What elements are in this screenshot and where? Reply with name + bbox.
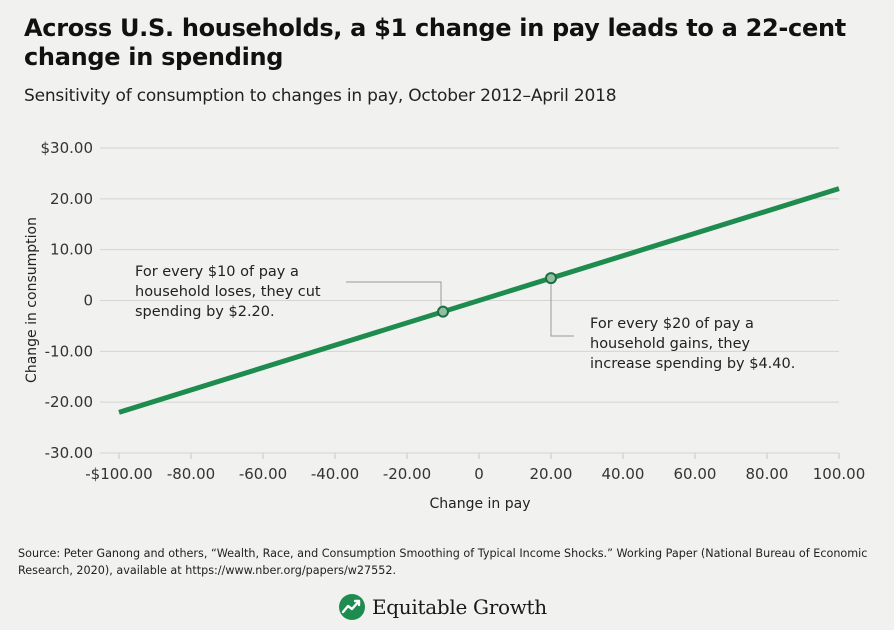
highlight-point — [437, 305, 449, 318]
x-tick-label: -20.00 — [383, 465, 431, 483]
annotation-leader-gains — [550, 284, 574, 337]
y-tick-label: 0 — [83, 292, 93, 310]
x-tick-label: 40.00 — [602, 465, 645, 483]
brand[interactable]: Equitable Growth — [338, 592, 547, 622]
annotation-gains: For every $20 of pay a household gains, t… — [590, 316, 795, 372]
x-tick-label: -80.00 — [167, 465, 215, 483]
line-chart: $30.00 20.00 10.00 0 -10.00 -20.00 -30.00 -$100… — [24, 139, 866, 512]
x-axis-label: Change in pay — [429, 496, 530, 512]
x-tick-label: 0 — [474, 465, 484, 483]
annotations: For every $10 of pay a household loses, t… — [135, 264, 795, 372]
annotation-loses: For every $10 of pay a household loses, t… — [135, 264, 321, 320]
y-axis-label: Change in consumption — [24, 217, 40, 383]
x-tick-label: 60.00 — [674, 465, 717, 483]
series-layer — [118, 186, 840, 415]
y-tick-label: -30.00 — [45, 444, 93, 462]
tick-labels: $30.00 20.00 10.00 0 -10.00 -20.00 -30.00 -$100… — [41, 139, 866, 483]
chart-title: Across U.S. households, a $1 change in p… — [24, 14, 846, 71]
y-tick-label: 10.00 — [50, 241, 93, 259]
annotation-leader-loses — [346, 281, 442, 306]
y-tick-label: 20.00 — [50, 190, 93, 208]
consumption-line — [118, 186, 840, 415]
growth-chart-logo-icon — [339, 594, 365, 620]
chart-subtitle: Sensitivity of consumption to changes in… — [24, 86, 617, 106]
gridlines — [100, 147, 840, 459]
y-tick-label: -10.00 — [45, 342, 93, 360]
x-tick-label: 20.00 — [530, 465, 573, 483]
y-tick-label: $30.00 — [41, 139, 94, 157]
y-tick-label: -20.00 — [45, 393, 93, 411]
brand-name: Equitable Growth — [372, 595, 547, 619]
x-tick-label: -60.00 — [239, 465, 287, 483]
source-note: Source: Peter Ganong and others, “Wealth… — [18, 547, 868, 577]
x-tick-label: 80.00 — [746, 465, 789, 483]
x-tick-label: -40.00 — [311, 465, 359, 483]
highlight-point — [545, 272, 557, 285]
x-tick-label: -$100.00 — [85, 465, 152, 483]
x-tick-label: 100.00 — [813, 465, 866, 483]
